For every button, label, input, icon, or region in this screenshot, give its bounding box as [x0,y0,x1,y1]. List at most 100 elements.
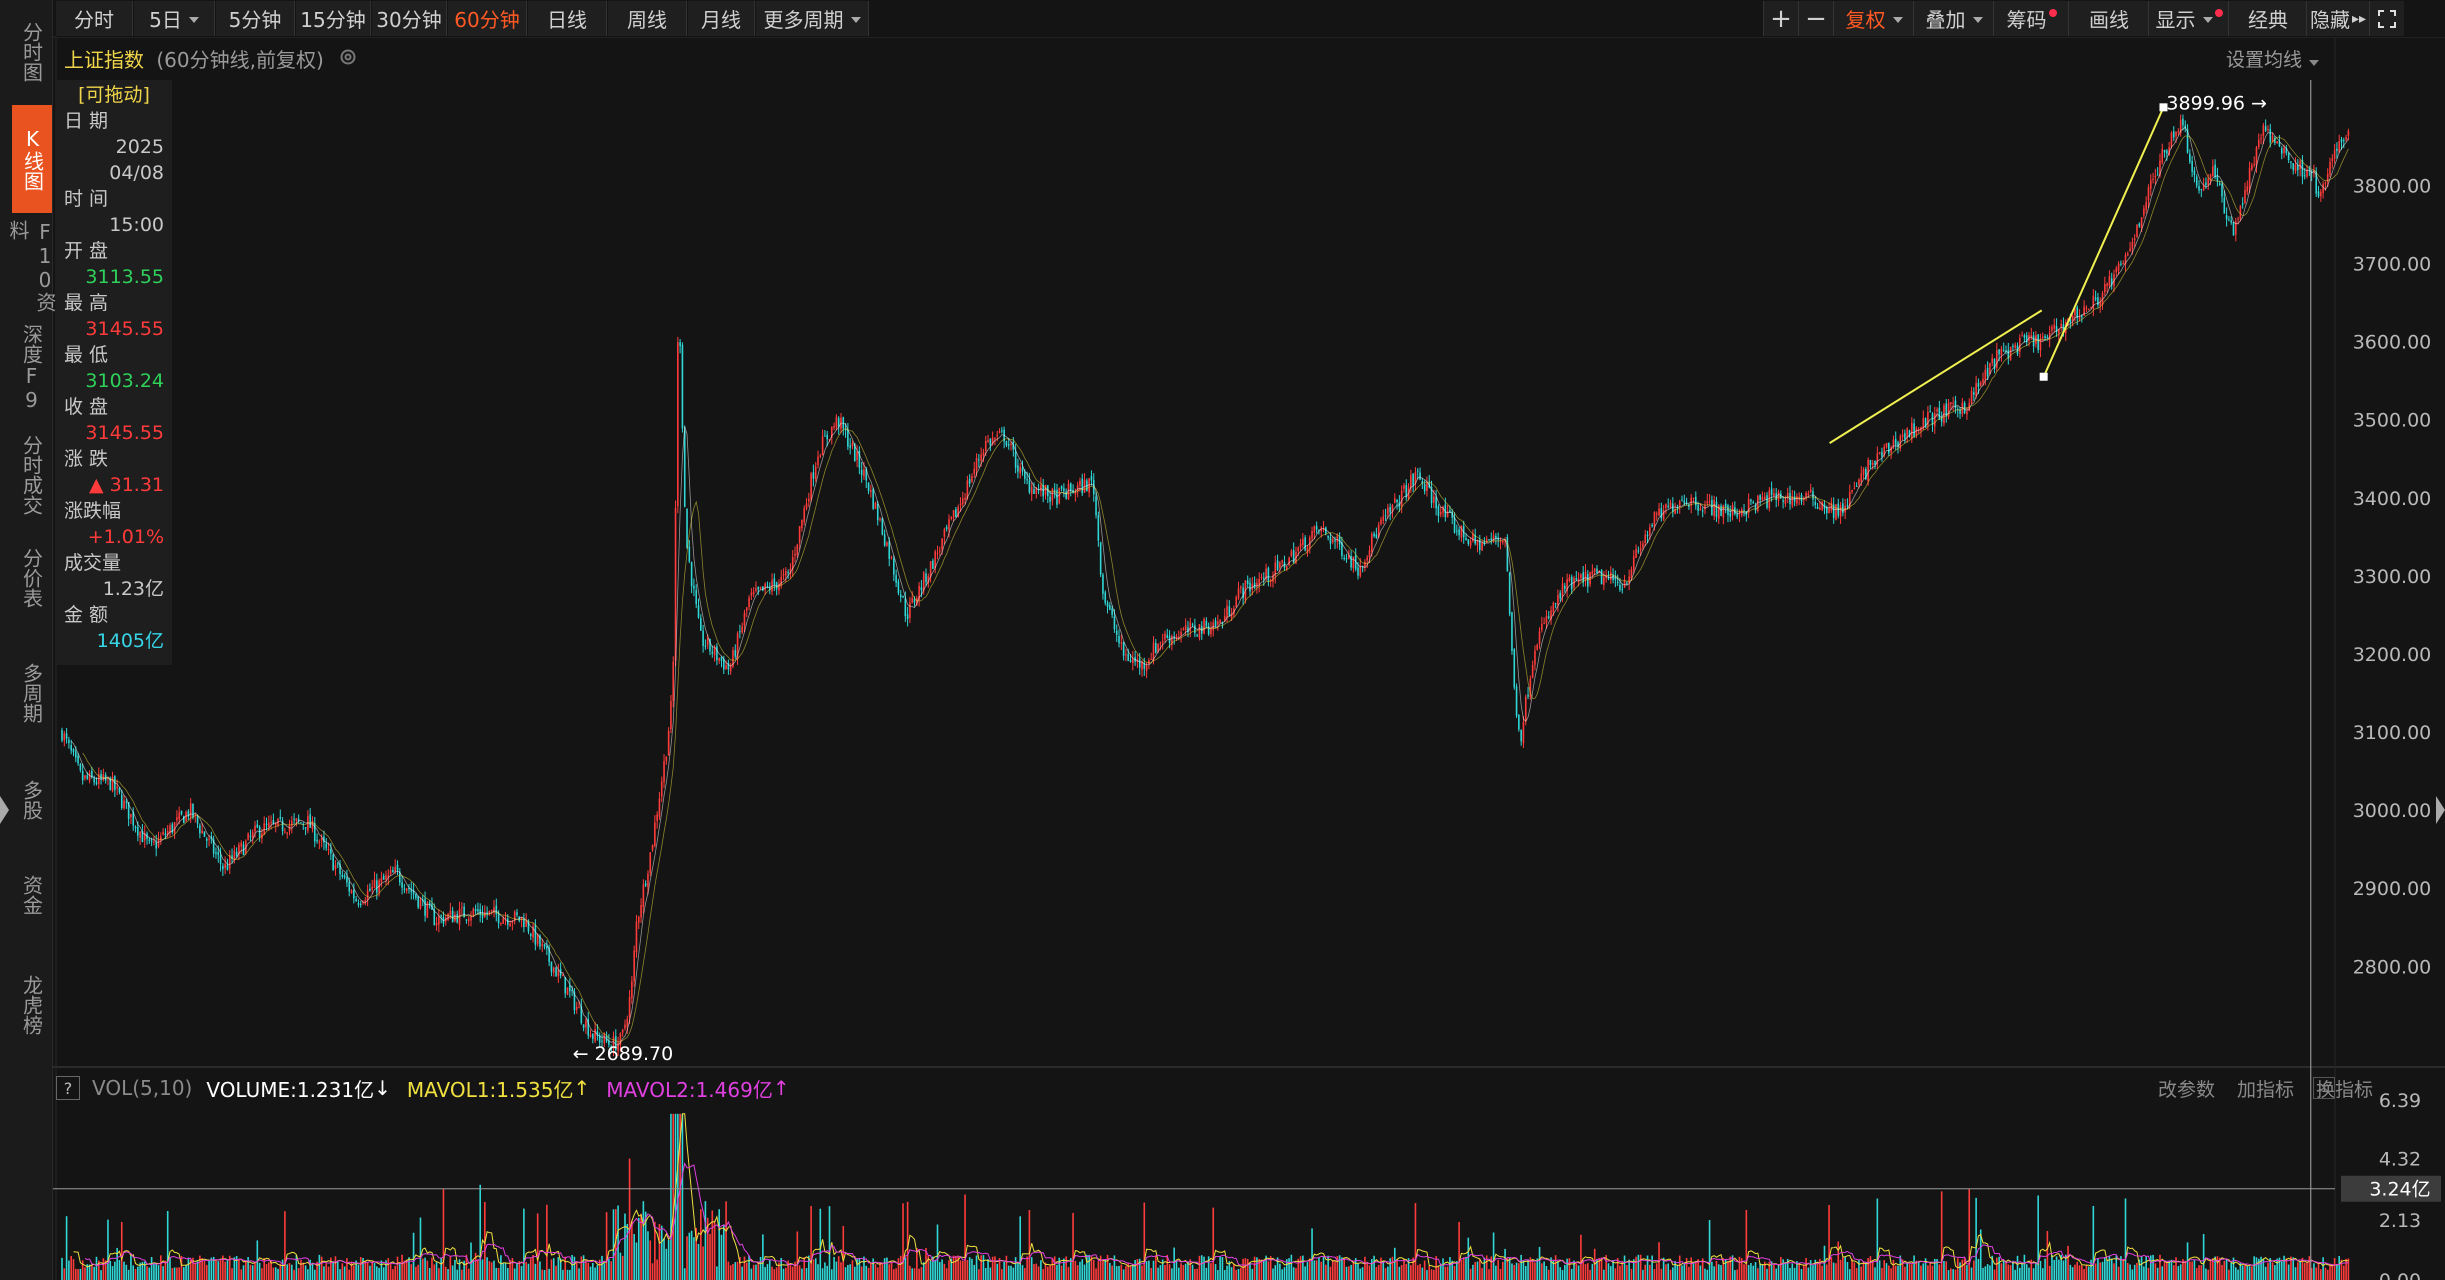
candle-body [2126,253,2129,256]
volume-bar [2152,1254,2154,1280]
volume-bar [2110,1258,2113,1280]
tool-button-4[interactable]: 显示 [2148,1,2229,36]
volume-bar [1212,1207,1215,1280]
tool-button-6[interactable]: 隐藏 ▸▸ [2306,1,2369,36]
candle-body [745,607,748,611]
candle-body [376,880,378,893]
sidebar-item-3[interactable]: 深度F9 [19,323,44,412]
volume-bar [194,1263,197,1280]
volume-bar [242,1265,245,1280]
period-tab-8[interactable]: 月线 [688,1,755,36]
data-info-panel[interactable]: [可拖动] 日 期 2025 04/08 时 间 15:00 开 盘 3113.… [56,80,172,665]
edit-params-button[interactable]: 改参数 [2157,1079,2215,1101]
candle-body [373,879,376,888]
candle-body [1456,530,1458,532]
volume-bar [1807,1267,1810,1280]
candle-body [596,1031,599,1036]
volume-bar [1352,1261,1355,1280]
sidebar-item-6[interactable]: 多周期 [19,662,44,723]
candle-body [856,451,858,460]
volume-bar [1770,1261,1773,1280]
close-icon[interactable]: × [2313,1077,2335,1099]
candle-body [1531,665,1534,678]
candle-body [454,914,456,921]
candle-body [798,526,801,543]
sidebar-item-1[interactable]: K线图 [12,105,52,213]
volume-bar [1963,1257,1966,1280]
right-edge-arrow-icon[interactable] [2436,796,2445,824]
add-indicator-button[interactable]: 加指标 [2236,1079,2294,1101]
period-tab-6[interactable]: 日线 [528,1,607,36]
period-tab-7[interactable]: 周线 [608,1,687,36]
switch-indicator-button[interactable]: 换指标 [2315,1079,2373,1101]
mavol1-label: MAVOL1:1.535亿 [406,1077,574,1102]
period-tab-5[interactable]: 60分钟 [448,1,527,36]
volume-bar [93,1266,95,1280]
volume-bar [768,1259,771,1280]
candle-body [1871,462,1874,465]
sidebar-item-7[interactable]: 多股 [19,780,44,820]
volume-bar [1814,1259,1817,1280]
volume-bar [107,1219,109,1280]
volume-bar [222,1255,224,1280]
zoom-out-icon[interactable]: − [1798,1,1833,36]
time-label: 时 间 [64,188,109,210]
candle-body [461,907,463,909]
volume-bar [442,1188,445,1280]
volume-bar [1975,1197,1977,1280]
volume-bar [68,1260,70,1280]
volume-bar [704,1201,707,1280]
ma-setting-button[interactable]: 设置均线 [2226,45,2320,72]
candle-body [2115,268,2118,273]
period-tab-3[interactable]: 15分钟 [296,1,371,36]
sidebar-item-8[interactable]: 资金 [19,875,44,915]
period-tab-0[interactable]: 分时 [56,1,133,36]
candle-body [587,1018,590,1036]
candle-body [677,342,679,507]
volume-bar [169,1256,171,1280]
sidebar-item-0[interactable]: 分时图 [19,22,44,82]
sidebar-item-5[interactable]: 分价表 [19,547,44,608]
settings-gear-icon[interactable] [338,47,358,72]
volume-bar [1196,1268,1198,1280]
candle-body [2081,316,2083,318]
left-edge-arrow-icon[interactable] [0,796,9,824]
period-tab-2[interactable]: 5分钟 [216,1,295,36]
volume-bar [265,1263,268,1280]
tool-button-2[interactable]: 筹码 [1993,1,2069,36]
zoom-in-icon[interactable]: + [1763,1,1798,36]
volume-bar [812,1259,815,1280]
candle-body [93,778,95,783]
candle-body [2280,148,2283,154]
tool-button-5[interactable]: 经典 [2228,1,2307,36]
candle-body [1865,468,1867,480]
volume-bar [490,1262,493,1280]
period-tab-1[interactable]: 5日 [134,1,215,36]
tool-button-3[interactable]: 画线 [2068,1,2149,36]
help-button[interactable]: ? [56,1076,80,1100]
period-tab-4[interactable]: 30分钟 [372,1,447,36]
vol-indicator-name[interactable]: VOL(5,10) [92,1076,193,1100]
volume-bar [160,1255,162,1280]
period-tab-9[interactable]: 更多周期 [756,1,869,36]
candle-body [1876,453,1879,465]
candle-body [1256,582,1258,587]
volume-bar [1495,1265,1497,1280]
candle-body [1067,483,1070,500]
candle-body [1825,506,1828,513]
volume-bar [1943,1260,1945,1280]
volume-bar [1203,1256,1205,1280]
volume-bar [500,1255,502,1280]
volume-bar [2239,1263,2242,1280]
fullscreen-icon[interactable] [2369,1,2404,36]
volume-bar [1596,1258,1598,1280]
tool-button-0[interactable]: 复权 [1833,1,1914,36]
candle-body [196,816,199,824]
sidebar-item-4[interactable]: 分时成交 [19,435,44,515]
tool-button-1[interactable]: 叠加 [1913,1,1994,36]
volume-bar [2037,1195,2039,1280]
sidebar-item-9[interactable]: 龙虎榜 [19,975,44,1035]
sidebar-item-2[interactable]: F10资料 [6,220,57,312]
volume-bar [1839,1259,1842,1280]
